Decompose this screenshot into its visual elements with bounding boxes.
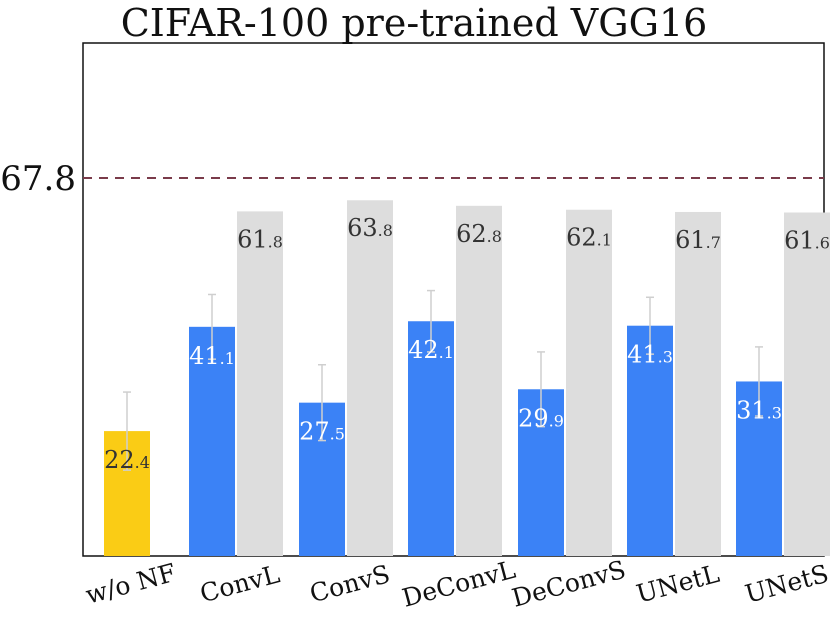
bar-deconvl bbox=[408, 321, 454, 556]
label-main-3: 42.1 bbox=[408, 336, 454, 364]
label-main-1-integer: 41 bbox=[189, 342, 220, 370]
bar-convl bbox=[189, 326, 235, 556]
label-secondary-3-integer: 62 bbox=[456, 220, 487, 248]
bar-secondary-unetl bbox=[675, 211, 721, 556]
label-secondary-4: 62.1 bbox=[566, 224, 612, 252]
label-secondary-3: 62.8 bbox=[456, 220, 502, 248]
label-main-5-decimal: .3 bbox=[658, 348, 673, 367]
bar-secondary-unets bbox=[784, 212, 830, 556]
label-main-6-decimal: .3 bbox=[767, 403, 782, 422]
label-secondary-5-decimal: .7 bbox=[706, 233, 721, 252]
label-main-6-integer: 31 bbox=[736, 396, 767, 424]
label-main-2: 27.5 bbox=[299, 418, 345, 446]
label-main-3-integer: 42 bbox=[408, 336, 439, 364]
bar-unetl bbox=[627, 325, 673, 556]
bar-secondary-convl bbox=[237, 211, 283, 556]
label-secondary-1: 61.8 bbox=[237, 225, 283, 253]
label-secondary-2-decimal: .8 bbox=[378, 221, 393, 240]
label-main-1: 41.1 bbox=[189, 342, 235, 370]
label-secondary-5: 61.7 bbox=[675, 226, 721, 254]
bar-secondary-deconvs bbox=[566, 209, 612, 556]
label-main-4-decimal: .9 bbox=[549, 411, 564, 430]
label-main-1-decimal: .1 bbox=[220, 349, 235, 368]
label-main-5-integer: 41 bbox=[627, 341, 658, 369]
label-main-2-integer: 27 bbox=[299, 418, 330, 446]
label-main-3-decimal: .1 bbox=[439, 343, 454, 362]
label-secondary-3-decimal: .8 bbox=[487, 227, 502, 246]
chart-title: CIFAR-100 pre-trained VGG16 bbox=[121, 1, 708, 45]
reference-line-label: 67.8 bbox=[0, 159, 76, 199]
label-secondary-6-integer: 61 bbox=[784, 227, 815, 255]
label-secondary-2-integer: 63 bbox=[347, 214, 378, 242]
label-main-6: 31.3 bbox=[736, 396, 782, 424]
label-secondary-4-decimal: .1 bbox=[597, 231, 612, 250]
label-main-4-integer: 29 bbox=[518, 404, 549, 432]
labels-layer: 22.461.841.163.827.562.842.162.129.961.7… bbox=[104, 214, 830, 474]
label-secondary-6: 61.6 bbox=[784, 227, 830, 255]
label-main-0-integer: 22 bbox=[104, 446, 135, 474]
label-main-0-decimal: .4 bbox=[135, 453, 150, 472]
label-secondary-2: 63.8 bbox=[347, 214, 393, 242]
bar-secondary-deconvl bbox=[456, 205, 502, 557]
label-secondary-1-decimal: .8 bbox=[268, 232, 283, 251]
label-main-4: 29.9 bbox=[518, 404, 564, 432]
label-secondary-4-integer: 62 bbox=[566, 224, 597, 252]
label-main-5: 41.3 bbox=[627, 341, 673, 369]
label-secondary-1-integer: 61 bbox=[237, 225, 268, 253]
bars-layer bbox=[104, 200, 830, 557]
label-main-0: 22.4 bbox=[104, 446, 150, 474]
bar-secondary-convs bbox=[347, 200, 393, 556]
label-secondary-5-integer: 61 bbox=[675, 226, 706, 254]
label-main-2-decimal: .5 bbox=[330, 425, 345, 444]
label-secondary-6-decimal: .6 bbox=[815, 234, 830, 253]
